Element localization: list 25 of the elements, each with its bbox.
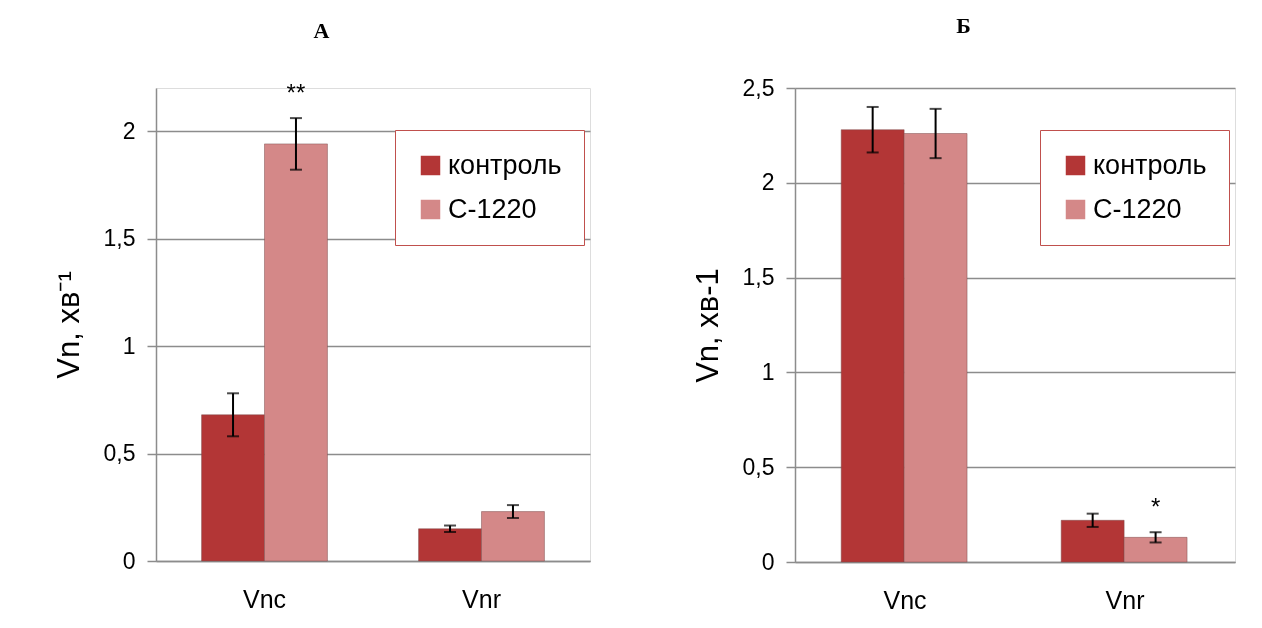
legend-label: С-1220 <box>1093 193 1182 224</box>
x-tick-label: Vnr <box>1105 585 1145 614</box>
x-tick-label: Vnc <box>883 585 927 614</box>
y-tick-label: 2 <box>761 169 775 196</box>
y-tick-label: 1 <box>761 358 775 385</box>
x-tick-label: Vnc <box>242 584 287 613</box>
chart-title: Б <box>956 13 971 38</box>
annotation: * <box>1150 493 1161 521</box>
y-tick-label: 1,5 <box>103 225 136 251</box>
annotation: ** <box>286 79 306 107</box>
y-tick-label: 0,5 <box>103 440 136 466</box>
y-axis-title: Vn, хв-1 <box>689 268 725 383</box>
y-axis-title: Vn, хв⁻¹ <box>50 271 86 379</box>
x-tick-label: Vnr <box>462 584 501 613</box>
legend-label: контроль <box>1093 149 1207 180</box>
y-tick-label: 0 <box>761 548 775 575</box>
chart-title: А <box>313 18 330 44</box>
y-tick-label: 2 <box>122 117 136 144</box>
y-tick-label: 2,5 <box>742 74 775 101</box>
legend-label: С-1220 <box>448 193 537 224</box>
y-tick-label: 0,5 <box>742 453 775 480</box>
y-tick-label: 0 <box>122 547 136 574</box>
legend-label: контроль <box>448 149 562 180</box>
y-tick-label: 1,5 <box>742 264 775 291</box>
y-tick-label: 1 <box>122 332 136 359</box>
